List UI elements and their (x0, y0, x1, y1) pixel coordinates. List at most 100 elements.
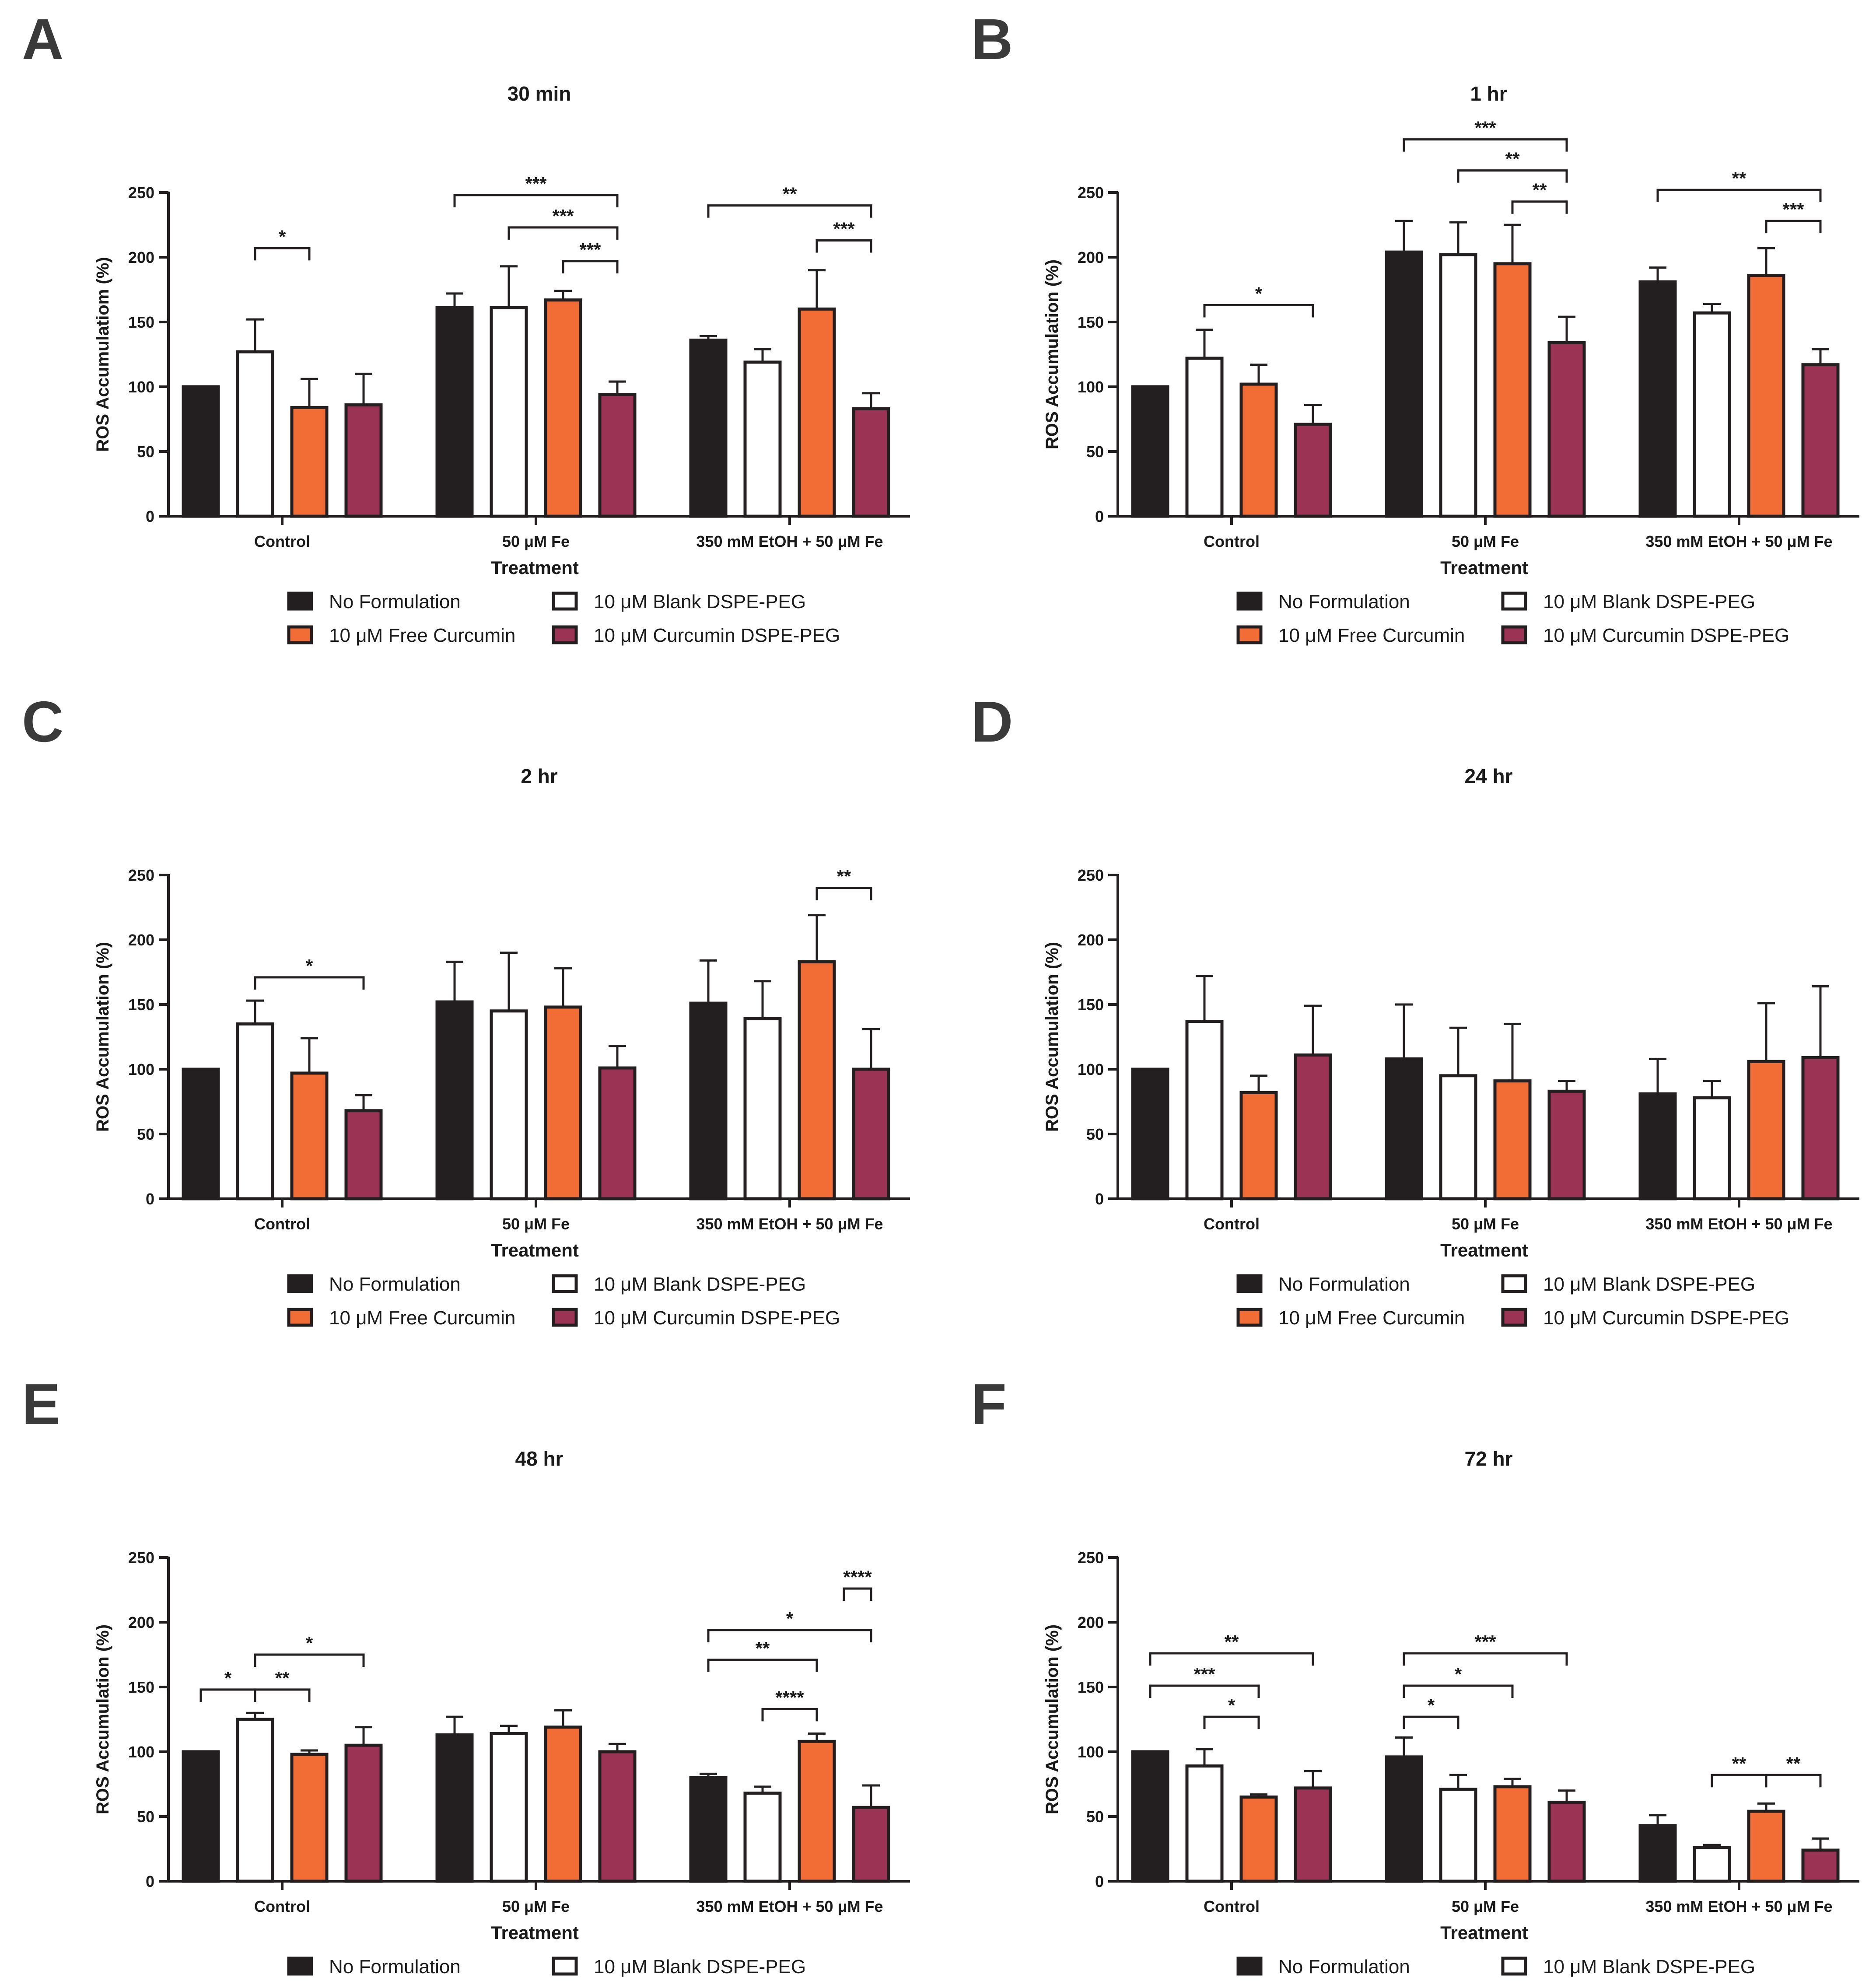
bar (1693, 1096, 1731, 1200)
bar (1294, 423, 1332, 518)
x-category-label: 50 μM Fe (1452, 1215, 1519, 1233)
significance-bracket (1149, 1684, 1260, 1698)
bar (1131, 385, 1169, 518)
x-category-label: 50 μM Fe (502, 1897, 570, 1915)
bar (344, 1743, 383, 1883)
significance-bracket (1711, 1774, 1768, 1788)
significance-bracket (1457, 169, 1568, 183)
bar (435, 306, 474, 518)
x-category-label: 350 mM EtOH + 50 μM Fe (1645, 1897, 1832, 1915)
y-tick-label: 200 (1078, 931, 1104, 949)
bar (1294, 1053, 1332, 1200)
y-tick-label: 100 (128, 1060, 154, 1078)
x-axis-label: Treatment (491, 1240, 579, 1260)
significance-label: * (279, 226, 286, 247)
bar (290, 1753, 329, 1883)
y-tick-label: 200 (128, 931, 154, 949)
significance-label: *** (579, 239, 601, 260)
legend-swatch (1501, 625, 1527, 644)
x-category-label: 50 μM Fe (502, 1215, 570, 1233)
chart-title: 24 hr (1465, 765, 1513, 788)
y-tick-label: 50 (137, 443, 154, 461)
y-axis-label: ROS Accumulation (%) (1043, 259, 1062, 449)
bar (236, 350, 274, 518)
legend-swatch (287, 1956, 313, 1976)
significance-label: * (1455, 1664, 1462, 1684)
legend-swatch (1236, 625, 1263, 644)
significance-label: ** (1505, 149, 1520, 169)
significance-label: *** (1782, 199, 1804, 220)
bar (1638, 1092, 1677, 1200)
bar (1385, 250, 1423, 518)
significance-bracket (707, 204, 872, 218)
significance-label: ** (837, 866, 851, 887)
bar (490, 1009, 528, 1200)
significance-label: * (1255, 284, 1263, 304)
bar (1547, 341, 1586, 518)
bar (435, 1733, 474, 1883)
legend-label: 10 μM Blank DSPE-PEG (594, 1956, 806, 1978)
bar (1547, 1089, 1586, 1200)
bar (1747, 1060, 1785, 1200)
bar (1638, 280, 1677, 518)
y-tick-label: 150 (128, 996, 154, 1014)
x-axis-label: Treatment (1440, 557, 1528, 578)
y-tick-label: 250 (128, 866, 154, 884)
legend-swatch (1236, 592, 1263, 611)
bar (290, 1071, 329, 1200)
significance-bracket (1765, 1774, 1822, 1788)
significance-label: ** (1732, 168, 1746, 189)
y-tick-label: 200 (128, 248, 154, 266)
y-tick-label: 150 (128, 313, 154, 331)
legend-swatch (1501, 1308, 1527, 1327)
significance-bracket (200, 1688, 256, 1702)
bar (1439, 1074, 1477, 1200)
y-tick-label: 0 (146, 1190, 154, 1208)
y-tick-label: 100 (128, 1743, 154, 1761)
legend-swatch (552, 592, 578, 611)
bar (743, 360, 782, 518)
bar (1493, 1079, 1532, 1200)
legend-label: 10 μM Blank DSPE-PEG (1543, 591, 1755, 612)
legend-swatch (1236, 1308, 1263, 1327)
bar (852, 1806, 890, 1883)
y-tick-label: 50 (1086, 1808, 1104, 1826)
y-tick-label: 100 (1078, 1743, 1104, 1761)
bar (344, 1109, 383, 1200)
significance-bracket (254, 1653, 365, 1667)
y-tick-label: 250 (1078, 866, 1104, 884)
chart-panel-f: F 72 hr ROS Accumulation (%) 0 50 100 150 200 25… (971, 1372, 1859, 1978)
bar (1185, 1764, 1224, 1883)
bar (1239, 1796, 1278, 1883)
bar (1385, 1057, 1423, 1200)
chart-title: 48 hr (515, 1447, 564, 1470)
legend-swatch (552, 1956, 578, 1976)
bar (689, 1001, 728, 1200)
legend-swatch (287, 592, 313, 611)
bar (182, 1750, 220, 1883)
bar (598, 1066, 637, 1200)
y-tick-label: 250 (128, 184, 154, 202)
x-category-label: 350 mM EtOH + 50 μM Fe (1645, 1215, 1832, 1233)
bar (1439, 253, 1477, 518)
bar (743, 1792, 782, 1883)
legend-label: No Formulation (329, 1274, 461, 1295)
bar (1801, 363, 1840, 518)
significance-label: * (1228, 1695, 1236, 1715)
x-category-label: Control (1204, 532, 1260, 550)
significance-bracket (843, 1587, 872, 1601)
legend-label: 10 μM Curcumin DSPE-PEG (594, 625, 840, 646)
bar (490, 306, 528, 518)
significance-bracket (1403, 1652, 1568, 1666)
significance-bracket (1403, 138, 1568, 152)
y-tick-label: 100 (1078, 1060, 1104, 1078)
significance-bracket (707, 1659, 818, 1672)
significance-label: *** (552, 206, 574, 226)
bar (1547, 1800, 1586, 1883)
bar (852, 407, 890, 518)
bar (236, 1022, 274, 1200)
bar (1693, 1846, 1731, 1883)
y-tick-label: 150 (1078, 1678, 1104, 1696)
significance-bracket (1656, 189, 1822, 203)
significance-label: * (306, 1633, 313, 1653)
